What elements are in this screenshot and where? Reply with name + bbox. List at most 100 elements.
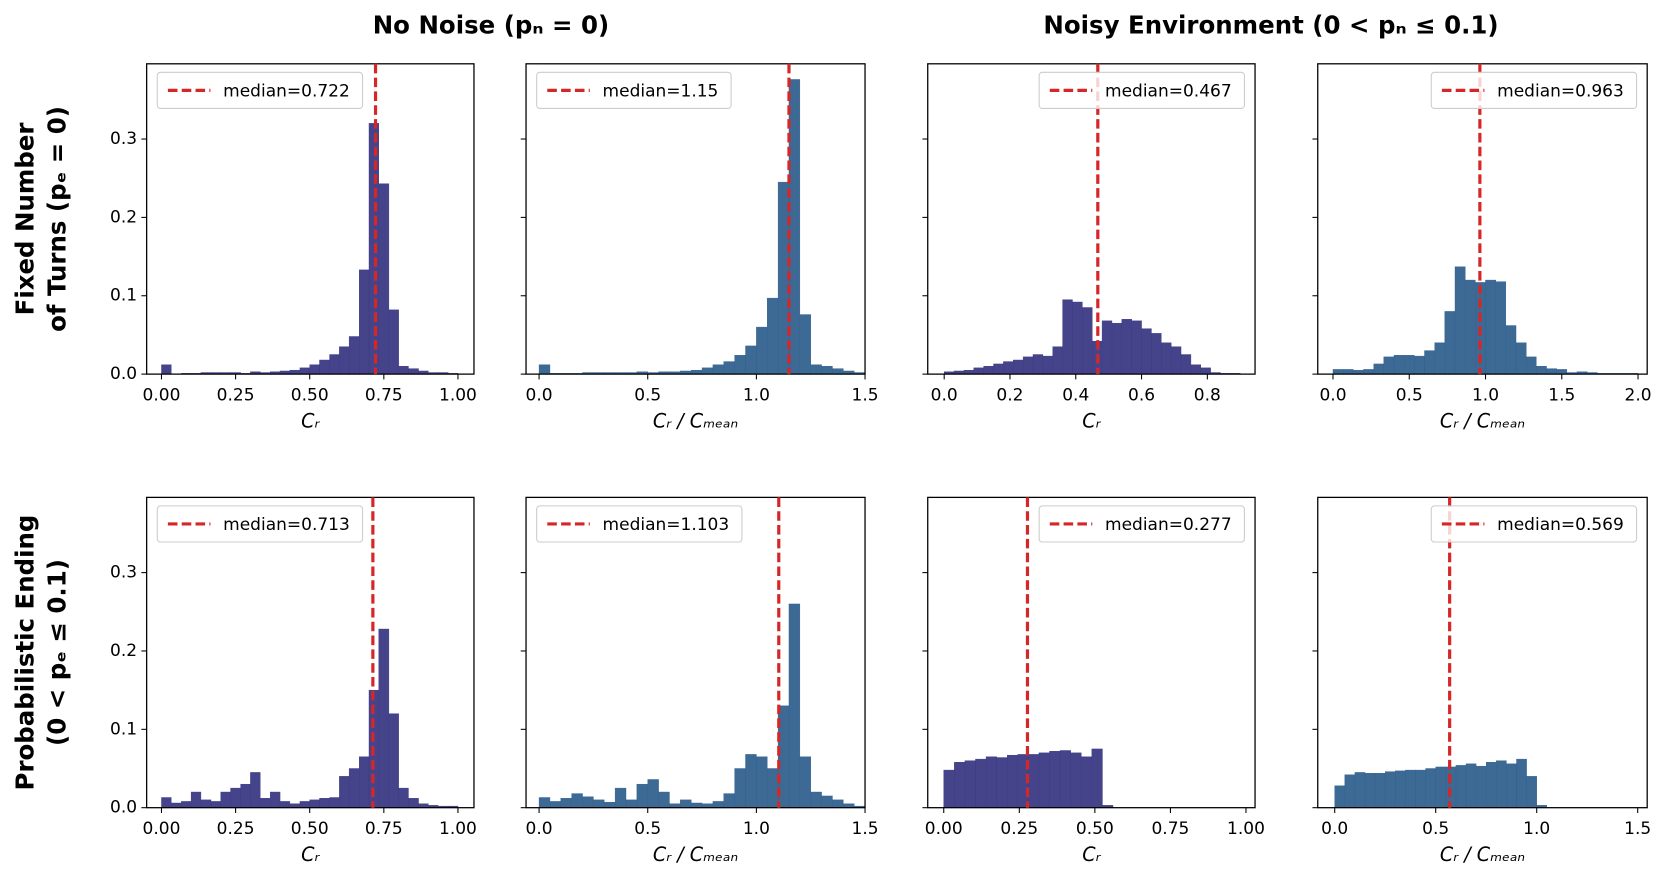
bar [1424,350,1435,375]
x-tick-label: 1.0 [1523,819,1550,839]
subplot: 0.0 0.1 0.2 0.3 0.00 0.25 0.50 0.75 1.00 Cᵣ median… [110,63,477,432]
bar [1506,763,1517,808]
bar [810,791,822,808]
legend-label: median=1.103 [603,515,730,535]
bar [821,366,833,375]
bar [604,801,616,808]
bar [1496,760,1507,808]
bar [625,799,638,808]
x-tick-label: 1.00 [439,385,477,405]
bar [270,791,281,808]
bar [1435,766,1447,808]
bar [1032,354,1044,375]
bar [359,269,370,375]
bar [1190,364,1201,375]
bar [756,756,768,808]
bar [1455,765,1467,808]
bar [1081,756,1093,808]
bar [1405,769,1416,808]
bar [723,793,735,808]
bar [319,359,330,375]
legend-label: median=0.713 [223,515,350,535]
bar [1546,368,1557,375]
bar [745,754,757,808]
subplot: 0.0 0.2 0.4 0.6 0.8 Cᵣ median=0.467 [922,63,1256,432]
y-tick-label: 0.2 [110,641,137,661]
bar [571,793,583,808]
bar [1395,770,1406,808]
bar [1332,369,1344,375]
subplot: 0.00 0.25 0.50 0.75 1.00 Cᵣ median=0.277 [922,496,1265,866]
bar [378,183,390,375]
y-tick-label: 0.1 [110,286,137,306]
x-tick-label: 0.00 [143,385,181,405]
row-title: Fixed Number [11,123,40,316]
legend-box [536,71,732,109]
bar [171,802,182,808]
bar [538,364,551,375]
x-tick-label: 0.00 [143,819,181,839]
bar [723,361,735,375]
bar [701,367,714,375]
y-tick-label: 0.0 [110,798,137,818]
x-axis-label: Cᵣ / Cₘₑₐₙ [1440,843,1525,866]
bar [799,314,811,375]
bar [398,787,409,808]
bar [1111,322,1123,375]
bar [1465,279,1476,375]
y-tick-label: 0.0 [110,364,137,384]
bar [161,797,172,808]
x-tick-label: 0.0 [1321,819,1348,839]
legend-label: median=0.467 [1105,81,1232,101]
x-tick-label: 0.25 [217,819,255,839]
bar [810,364,822,375]
bar [279,801,291,808]
bar [647,779,659,808]
bar [220,791,231,808]
bar [329,797,340,808]
row-title: Probabilistic Ending [11,515,40,791]
bar [1485,762,1497,808]
bar [240,783,251,808]
bar [329,354,340,375]
bar [1038,752,1050,808]
bar [1022,356,1034,375]
x-tick-label: 0.0 [526,819,553,839]
bar [593,799,605,808]
x-tick-label: 0.75 [1151,819,1189,839]
legend: median=0.963 [1430,71,1638,109]
bar [1475,765,1487,808]
bar [1384,771,1396,808]
x-tick-label: 0.0 [931,385,958,405]
bar [1070,752,1082,808]
legend: median=0.722 [156,71,364,109]
bar [767,768,779,808]
axes-frame [1317,63,1648,375]
x-tick-label: 0.50 [291,819,329,839]
bar [1200,367,1211,375]
bar [388,309,399,375]
y-tick-label: 0.1 [110,719,137,739]
bar [943,769,955,808]
bar [1151,333,1162,375]
x-tick-label: 1.0 [743,819,770,839]
legend-label: median=0.722 [223,81,350,101]
bar [745,345,757,375]
bar [1495,281,1507,375]
bar [1354,772,1366,808]
bar [1363,369,1374,375]
legend: median=1.103 [536,505,743,543]
bar [1049,751,1061,808]
bar [954,762,966,808]
bar [1364,773,1376,808]
legend: median=1.15 [536,71,732,109]
bar [690,802,703,808]
bar [788,79,801,375]
bar [983,366,994,375]
bar [1414,355,1425,375]
bar [1003,361,1014,375]
subplot: 0.0 0.1 0.2 0.3 0.00 0.25 0.50 0.75 1.00 Cᵣ median… [110,496,477,866]
legend-box [1430,505,1638,543]
bar [1343,369,1354,375]
